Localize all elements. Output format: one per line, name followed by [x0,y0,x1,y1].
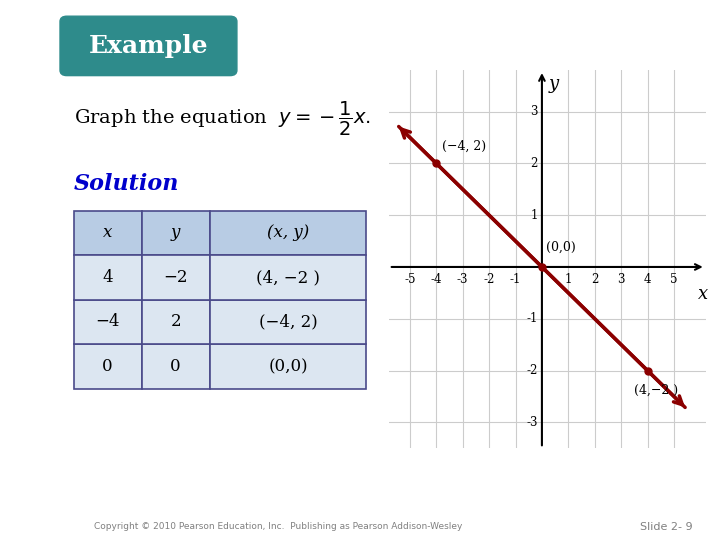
Bar [73,255,142,300]
Text: -5: -5 [404,273,415,286]
Text: Copyright © 2010 Pearson Education, Inc.  Publishing as Pearson Addison-Wesley: Copyright © 2010 Pearson Education, Inc.… [94,522,462,531]
Bar [142,211,210,255]
Bar [73,345,142,389]
Bar [210,300,366,345]
Text: -3: -3 [457,273,469,286]
Text: 4: 4 [102,269,113,286]
Bar [142,300,210,345]
Text: Graph the equation  $y = -\dfrac{1}{2}x.$: Graph the equation $y = -\dfrac{1}{2}x.$ [73,100,370,138]
Bar [210,255,366,300]
Text: (0,0): (0,0) [268,358,307,375]
Text: y: y [171,225,181,241]
Text: y: y [549,76,559,93]
Bar [142,345,210,389]
Text: 0: 0 [102,358,113,375]
Text: -2: -2 [526,364,538,377]
Text: (x, y): (x, y) [267,225,309,241]
Text: 5: 5 [670,273,678,286]
Text: 3: 3 [617,273,625,286]
Text: (0,0): (0,0) [546,241,575,254]
Text: (−4, 2): (−4, 2) [441,140,486,153]
Bar [142,255,210,300]
Text: (4, −2 ): (4, −2 ) [256,269,320,286]
Bar [210,345,366,389]
Text: 3: 3 [531,105,538,118]
Text: x: x [698,285,708,303]
Text: -2: -2 [483,273,495,286]
Text: -1: -1 [526,312,538,325]
Text: -3: -3 [526,416,538,429]
Text: 4: 4 [644,273,652,286]
Text: Example: Example [89,34,208,58]
Text: 0: 0 [171,358,181,375]
Text: 2: 2 [591,273,598,286]
Text: Slide 2- 9: Slide 2- 9 [640,522,693,531]
Bar [73,300,142,345]
Text: (4,−2 ): (4,−2 ) [634,383,678,396]
Bar [73,211,142,255]
Bar [210,211,366,255]
Text: -4: -4 [431,273,442,286]
Text: −4: −4 [95,314,120,330]
Text: (−4, 2): (−4, 2) [258,314,318,330]
Text: x: x [103,225,112,241]
Text: 1: 1 [564,273,572,286]
Text: Solution: Solution [73,173,179,194]
Text: 2: 2 [171,314,181,330]
FancyBboxPatch shape [60,16,237,76]
Text: −2: −2 [163,269,188,286]
Text: 1: 1 [531,208,538,222]
Text: 2: 2 [531,157,538,170]
Text: -1: -1 [510,273,521,286]
